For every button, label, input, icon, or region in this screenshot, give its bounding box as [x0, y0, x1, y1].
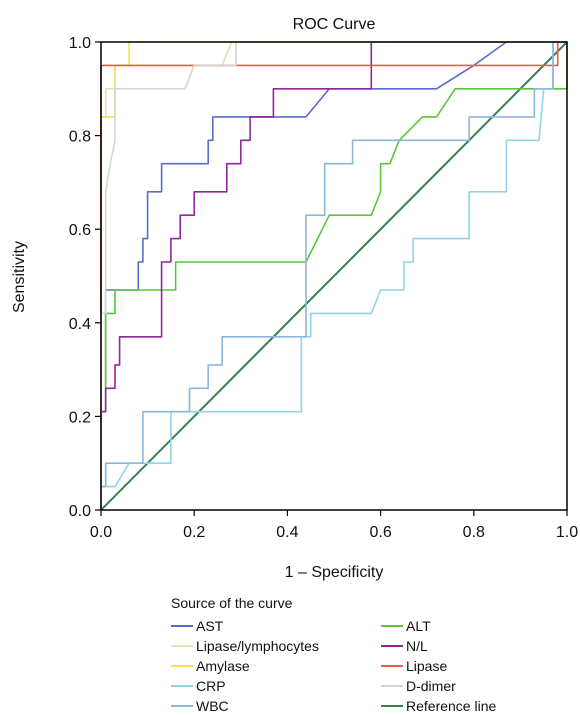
legend: AST ALT Lipase/lymphocytes N/L Amylase Lipase… [171, 616, 531, 715]
series-line-crp [100, 41, 567, 510]
legend-item: WBC [171, 696, 381, 715]
legend-label: ALT [406, 617, 431, 634]
legend-swatch [171, 624, 193, 627]
legend-label: AST [196, 617, 224, 634]
legend-label: Lipase/lymphocytes [196, 637, 319, 654]
legend-swatch [171, 704, 193, 707]
legend-label: Amylase [196, 657, 250, 674]
plot-lines [100, 41, 568, 511]
legend-item: N/L [381, 636, 531, 655]
legend-label: D-dimer [406, 677, 456, 694]
legend-item: AST [171, 616, 381, 635]
plot-frame [100, 41, 568, 511]
chart-title: ROC Curve [293, 16, 376, 33]
x-tick-label: 0.4 [276, 524, 298, 541]
y-tick-label: 0.2 [69, 409, 91, 426]
legend-label: N/L [406, 637, 428, 654]
y-tick-label: 1.0 [69, 35, 91, 52]
series-line-wbc [100, 41, 567, 510]
legend-swatch [381, 664, 403, 667]
legend-swatch [171, 644, 193, 647]
y-axis-label: Sensitivity [11, 241, 28, 313]
x-tick-label: 0.0 [90, 524, 112, 541]
y-tick-label: 0.6 [69, 222, 91, 239]
legend-swatch [171, 684, 193, 687]
legend-swatch [381, 624, 403, 627]
y-tick-label: 0.8 [69, 129, 91, 146]
legend-swatch [381, 644, 403, 647]
axes: 0.0 0.2 0.4 0.6 0.8 1.0 0.0 0.2 0.4 0.6 0.8 1.0 [69, 35, 578, 541]
legend-item: Lipase/lymphocytes [171, 636, 381, 655]
series-line-reference-line [100, 41, 568, 511]
y-tick-label: 0.4 [69, 316, 91, 333]
series-line-alt [100, 42, 568, 510]
legend-label: WBC [196, 697, 229, 714]
x-tick-label: 0.8 [463, 524, 485, 541]
x-tick-label: 0.2 [183, 524, 205, 541]
x-axis-label: 1 – Specificity [285, 564, 384, 581]
legend-title: Source of the curve [171, 595, 293, 611]
legend-item: Reference line [381, 696, 531, 715]
legend-label: Lipase [406, 657, 448, 674]
legend-item: Lipase [381, 656, 531, 675]
roc-chart: ROC Curve 0.0 0.2 0.4 0.6 0.8 1.0 0.0 0.2 0.4 0.6… [11, 16, 578, 581]
legend-item: D-dimer [381, 676, 531, 695]
legend-item: Amylase [171, 656, 381, 675]
legend-swatch [381, 684, 403, 687]
series-line-d-dimer [100, 41, 567, 510]
series-line-n-l [100, 41, 567, 510]
legend-label: Reference line [406, 697, 497, 714]
legend-label: CRP [196, 677, 226, 694]
y-tick-label: 0.0 [69, 503, 91, 520]
x-tick-label: 1.0 [556, 524, 578, 541]
legend-swatch [381, 704, 403, 707]
legend-swatch [171, 664, 193, 667]
legend-item: ALT [381, 616, 531, 635]
x-tick-label: 0.6 [369, 524, 391, 541]
legend-item: CRP [171, 676, 381, 695]
